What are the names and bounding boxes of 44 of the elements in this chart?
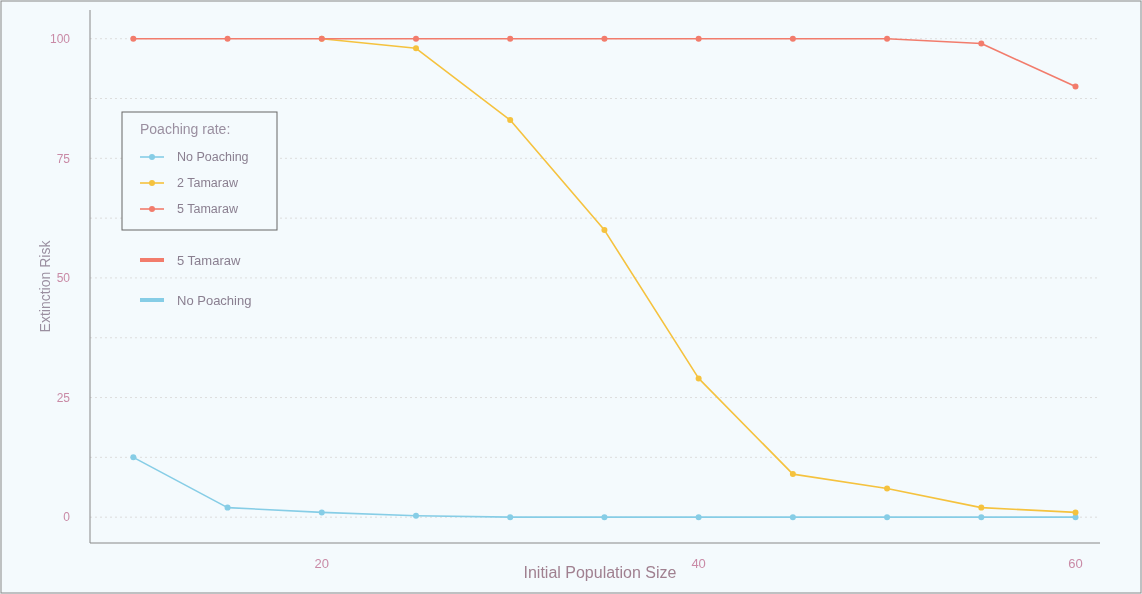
point bbox=[601, 514, 608, 521]
y-tick-label: 100 bbox=[49, 31, 71, 46]
x-tick-label: 60 bbox=[1068, 555, 1083, 571]
annotation: No Poaching bbox=[177, 292, 252, 308]
point bbox=[884, 485, 891, 492]
point bbox=[884, 35, 891, 42]
point bbox=[130, 454, 137, 461]
point bbox=[695, 514, 702, 521]
legend-title: Poaching rate: bbox=[140, 121, 231, 137]
y-tick-label: 50 bbox=[56, 271, 71, 286]
annotation: 5 Tamaraw bbox=[177, 252, 241, 268]
y-tick-label: 75 bbox=[56, 151, 71, 166]
point bbox=[884, 514, 891, 521]
point bbox=[507, 514, 514, 521]
point bbox=[695, 35, 702, 42]
x-tick-label: 40 bbox=[691, 555, 706, 571]
point bbox=[978, 504, 985, 511]
point bbox=[224, 504, 231, 511]
point bbox=[507, 35, 514, 42]
point bbox=[130, 35, 137, 42]
point bbox=[1072, 509, 1079, 516]
y-tick-label: 25 bbox=[56, 390, 71, 405]
x-tick-label: 20 bbox=[314, 555, 330, 571]
legend-label: No Poaching bbox=[177, 150, 249, 165]
point bbox=[789, 471, 796, 478]
point bbox=[695, 375, 702, 382]
point bbox=[789, 514, 796, 521]
x-axis-title: Initial Population Size bbox=[523, 564, 677, 581]
legend-label: 2 Tamaraw bbox=[177, 176, 239, 191]
legend-label: 5 Tamaraw bbox=[177, 202, 239, 217]
point bbox=[978, 40, 985, 47]
point bbox=[224, 35, 231, 42]
point bbox=[318, 509, 325, 516]
point bbox=[789, 35, 796, 42]
y-axis-title: Extinction Risk bbox=[37, 239, 53, 333]
point bbox=[412, 512, 419, 519]
point bbox=[412, 35, 419, 42]
point bbox=[412, 45, 419, 52]
point bbox=[601, 227, 608, 234]
point bbox=[601, 35, 608, 42]
point bbox=[507, 117, 514, 124]
point bbox=[978, 514, 985, 521]
point bbox=[1072, 83, 1079, 90]
y-tick-label: 0 bbox=[63, 510, 71, 525]
